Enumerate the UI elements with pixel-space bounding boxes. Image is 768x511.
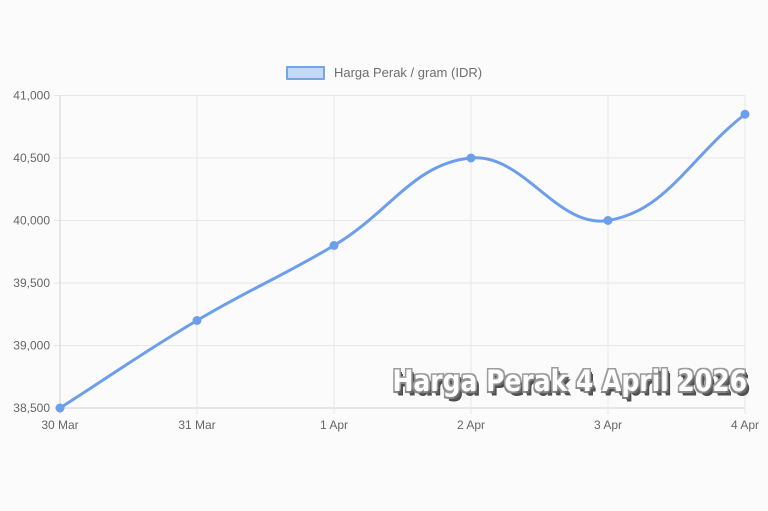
y-axis-label: 39,000 <box>13 339 50 353</box>
x-axis-label: 3 Apr <box>594 418 622 432</box>
y-axis-label: 40,000 <box>13 214 50 228</box>
data-point[interactable] <box>740 109 750 119</box>
series-line <box>58 112 747 410</box>
watermark-text: Harga Perak 4 April 2026 <box>392 364 748 399</box>
y-axis-label: 41,000 <box>13 89 50 103</box>
y-axis-label: 40,500 <box>13 151 50 165</box>
legend-label: Harga Perak / gram (IDR) <box>333 65 483 80</box>
data-point[interactable] <box>55 403 65 413</box>
data-point[interactable] <box>466 153 476 163</box>
data-point[interactable] <box>603 216 613 225</box>
x-axis-label: 4 Apr <box>731 418 759 432</box>
x-axis-label: 2 Apr <box>457 418 485 432</box>
data-point[interactable] <box>329 241 339 250</box>
x-axis-label: 1 Apr <box>320 418 348 432</box>
legend-swatch-icon <box>285 65 325 80</box>
x-axis-label: 31 Mar <box>178 418 215 432</box>
x-axis-label: 30 Mar <box>41 418 78 432</box>
y-axis-label: 38,500 <box>13 401 50 415</box>
data-point[interactable] <box>192 316 202 325</box>
y-axis-label: 39,500 <box>13 276 50 290</box>
chart-legend[interactable]: Harga Perak / gram (IDR) <box>0 65 768 80</box>
